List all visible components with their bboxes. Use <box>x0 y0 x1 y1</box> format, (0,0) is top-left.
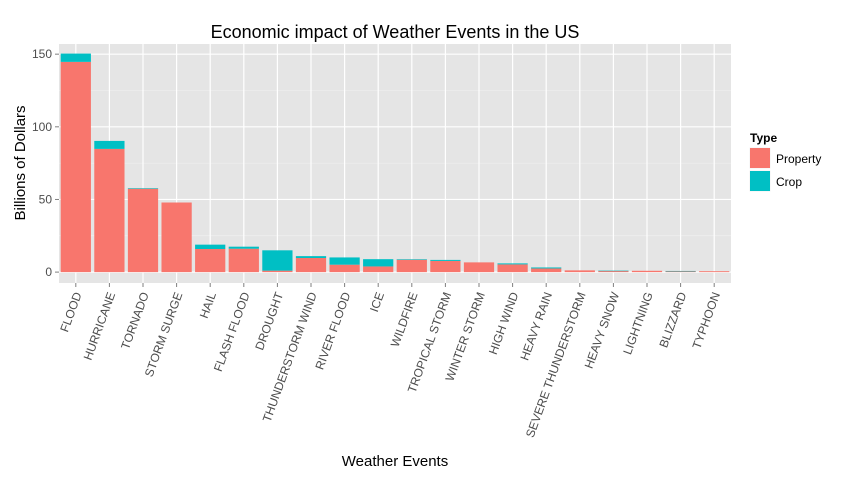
x-tick-label: WILDFIRE <box>388 290 421 349</box>
y-tick-label: 100 <box>32 120 52 134</box>
bar-crop <box>665 270 696 272</box>
bar-crop <box>363 259 394 267</box>
bar-crop <box>94 140 125 149</box>
y-tick-label: 150 <box>32 47 52 61</box>
bar-property <box>329 264 360 273</box>
bar-crop <box>531 267 562 269</box>
x-tick-label: HEAVY SNOW <box>582 290 623 371</box>
bar-crop <box>497 263 528 265</box>
bar-crop <box>430 259 461 261</box>
bar-property <box>564 270 595 273</box>
legend: Type Property Crop <box>748 131 821 193</box>
bar-property <box>598 270 629 273</box>
x-tick-label: TORNADO <box>118 290 152 351</box>
bar-crop <box>127 188 159 189</box>
y-tick-label: 50 <box>39 192 53 206</box>
bar-property <box>94 148 125 273</box>
bar-property <box>497 264 528 273</box>
y-tick-label: 0 <box>45 265 52 279</box>
legend-swatch-property <box>750 148 770 168</box>
y-axis-label: Billions of Dollars <box>12 105 29 220</box>
x-tick-label: BLIZZARD <box>656 290 689 350</box>
bar-crop <box>262 250 293 271</box>
bar-property <box>262 270 293 273</box>
bar-crop <box>396 259 427 260</box>
plot-panel <box>59 44 731 283</box>
bar-crop <box>598 270 629 272</box>
x-axis-label: Weather Events <box>342 453 448 470</box>
bar-crop <box>60 53 91 62</box>
bar-property <box>631 270 663 273</box>
x-tick-label: FLOOD <box>57 290 84 334</box>
bar-property <box>430 260 461 273</box>
chart-title: Economic impact of Weather Events in the… <box>211 22 580 42</box>
x-tick-label: HAIL <box>197 290 219 320</box>
bar-property <box>463 262 495 273</box>
bar-crop <box>295 256 327 259</box>
plot-background <box>59 44 731 283</box>
bar-property <box>161 202 192 273</box>
bar-crop <box>329 257 360 265</box>
x-tick-label: TYPHOON <box>690 290 723 351</box>
x-tick-label: DROUGHT <box>252 290 286 352</box>
bar-crop <box>228 246 259 249</box>
x-tick-label: LIGHTNING <box>620 290 656 356</box>
x-tick-label: HURRICANE <box>81 290 119 362</box>
bar-property <box>127 188 159 273</box>
bar-property <box>295 258 327 273</box>
legend-swatch-crop <box>750 171 770 191</box>
bar-property <box>228 248 259 273</box>
bar-property <box>665 271 696 273</box>
x-tick-label: HEAVY RAIN <box>517 290 555 362</box>
bar-property <box>699 271 730 273</box>
bar-property <box>396 259 427 273</box>
x-tick-label: RIVER FLOOD <box>312 290 353 372</box>
bar-property <box>195 249 226 273</box>
legend-label-crop: Crop <box>776 175 802 189</box>
bar-crop <box>195 244 226 250</box>
bar-property <box>363 266 394 273</box>
legend-label-property: Property <box>776 152 821 166</box>
x-tick-label: HIGH WIND <box>486 290 522 356</box>
x-tick-label: ICE <box>367 290 387 314</box>
legend-title: Type <box>750 131 777 145</box>
bar-property <box>531 268 562 273</box>
bar-property <box>60 61 91 273</box>
x-tick-label: FLASH FLOOD <box>211 290 253 373</box>
